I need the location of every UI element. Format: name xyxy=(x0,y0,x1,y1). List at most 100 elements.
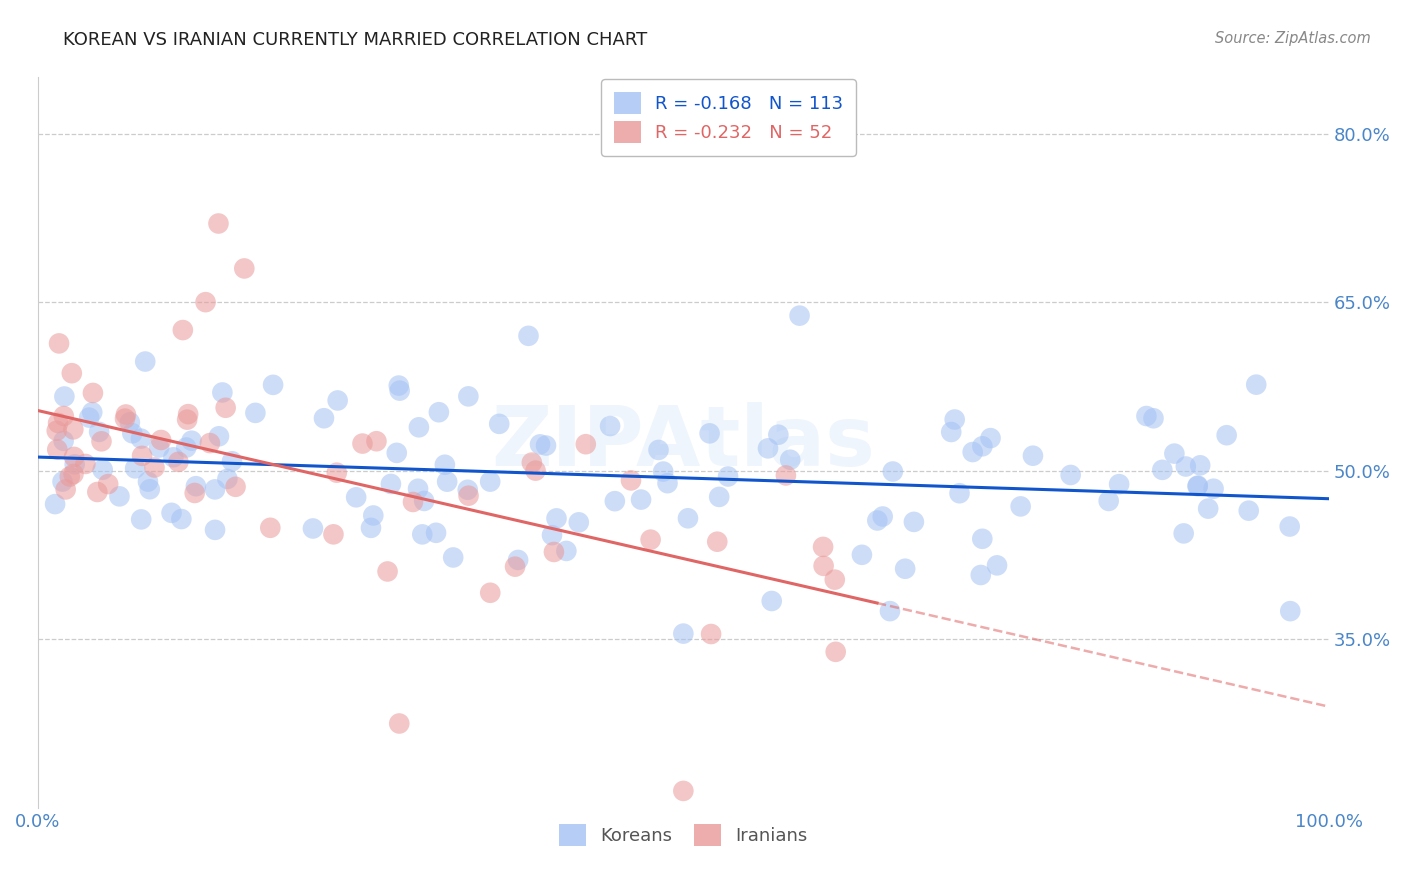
Point xyxy=(943,412,966,426)
Point xyxy=(211,385,233,400)
Point xyxy=(824,645,846,659)
Point xyxy=(129,432,152,446)
Point xyxy=(882,465,904,479)
Point xyxy=(162,450,184,465)
Point xyxy=(176,412,198,426)
Point xyxy=(517,328,540,343)
Point xyxy=(813,558,835,573)
Point xyxy=(1173,526,1195,541)
Text: ZIPAtlas: ZIPAtlas xyxy=(492,402,876,483)
Point xyxy=(972,439,994,453)
Point xyxy=(1278,519,1301,533)
Point xyxy=(86,485,108,500)
Point xyxy=(811,540,834,554)
Point xyxy=(479,475,502,489)
Point xyxy=(172,323,194,337)
Point xyxy=(77,410,100,425)
Point xyxy=(1142,411,1164,425)
Point xyxy=(1197,501,1219,516)
Point xyxy=(97,477,120,491)
Point xyxy=(717,469,740,483)
Point xyxy=(183,486,205,500)
Point xyxy=(352,436,374,450)
Point xyxy=(326,466,349,480)
Point xyxy=(121,426,143,441)
Point xyxy=(851,548,873,562)
Point xyxy=(1279,604,1302,618)
Point xyxy=(48,336,70,351)
Point xyxy=(52,409,75,423)
Point xyxy=(768,427,790,442)
Point xyxy=(555,544,578,558)
Point xyxy=(1237,503,1260,517)
Point xyxy=(52,434,75,448)
Point xyxy=(363,508,385,523)
Point xyxy=(894,562,917,576)
Point xyxy=(457,489,479,503)
Point xyxy=(1187,478,1209,492)
Point xyxy=(972,532,994,546)
Point xyxy=(326,393,349,408)
Point xyxy=(124,461,146,475)
Point xyxy=(150,433,173,447)
Point xyxy=(174,441,197,455)
Point xyxy=(706,534,728,549)
Point xyxy=(143,460,166,475)
Point xyxy=(676,511,699,525)
Point xyxy=(524,464,547,478)
Point xyxy=(207,217,229,231)
Point xyxy=(436,475,458,489)
Point xyxy=(217,472,239,486)
Point xyxy=(427,405,450,419)
Point xyxy=(1108,477,1130,491)
Point xyxy=(108,489,131,503)
Point xyxy=(411,527,433,541)
Point xyxy=(657,476,679,491)
Point xyxy=(962,445,984,459)
Point xyxy=(789,309,811,323)
Point xyxy=(388,716,411,731)
Point xyxy=(214,401,236,415)
Point xyxy=(53,390,76,404)
Point xyxy=(82,386,104,401)
Point xyxy=(184,479,207,493)
Point xyxy=(872,509,894,524)
Point xyxy=(204,483,226,497)
Point xyxy=(388,378,411,392)
Point xyxy=(433,458,456,472)
Point xyxy=(1152,463,1174,477)
Point xyxy=(46,442,69,457)
Point xyxy=(756,442,779,456)
Point xyxy=(700,627,723,641)
Point xyxy=(46,416,69,430)
Point xyxy=(91,463,114,477)
Point xyxy=(89,425,111,439)
Point xyxy=(160,506,183,520)
Point xyxy=(488,417,510,431)
Point xyxy=(312,411,335,425)
Point xyxy=(775,468,797,483)
Point xyxy=(1163,447,1185,461)
Point xyxy=(262,377,284,392)
Point xyxy=(90,434,112,449)
Point xyxy=(599,419,621,434)
Point xyxy=(62,422,84,436)
Point xyxy=(245,406,267,420)
Point xyxy=(75,457,97,471)
Point xyxy=(63,450,86,464)
Point xyxy=(366,434,388,449)
Point xyxy=(60,366,83,380)
Point xyxy=(194,295,217,310)
Point xyxy=(824,573,846,587)
Point xyxy=(1059,467,1081,482)
Point xyxy=(82,405,104,419)
Point xyxy=(941,425,963,439)
Point xyxy=(441,550,464,565)
Point xyxy=(44,497,66,511)
Point xyxy=(541,528,564,542)
Point xyxy=(903,515,925,529)
Point xyxy=(259,521,281,535)
Point xyxy=(360,521,382,535)
Point xyxy=(986,558,1008,573)
Point xyxy=(503,559,526,574)
